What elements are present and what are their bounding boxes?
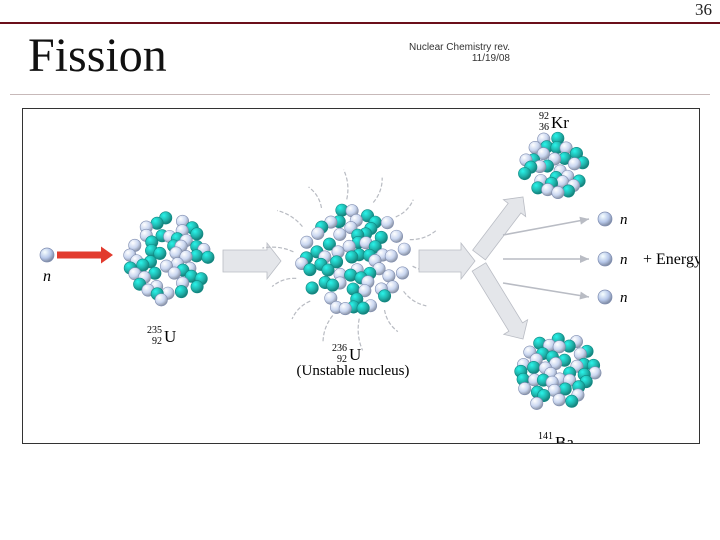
slide-title: Fission bbox=[28, 28, 167, 83]
svg-text:141: 141 bbox=[538, 431, 553, 442]
svg-text:236: 236 bbox=[332, 343, 347, 354]
fission-diagram: n23592U23692U(Unstable nucleus)9236Kr141… bbox=[22, 108, 700, 444]
svg-text:56: 56 bbox=[543, 442, 553, 443]
svg-text:36: 36 bbox=[539, 122, 549, 133]
slide-subtitle: Nuclear Chemistry rev. 11/19/08 bbox=[390, 42, 510, 64]
top-rule bbox=[0, 0, 720, 24]
svg-text:U: U bbox=[349, 345, 361, 364]
subtitle-line2: 11/19/08 bbox=[472, 53, 510, 64]
svg-text:(Unstable nucleus): (Unstable nucleus) bbox=[297, 363, 410, 379]
title-divider bbox=[10, 94, 710, 95]
slide: 36 Fission Nuclear Chemistry rev. 11/19/… bbox=[0, 0, 720, 540]
svg-text:+ Energy: + Energy bbox=[643, 251, 699, 268]
svg-text:235: 235 bbox=[147, 325, 162, 336]
svg-text:92: 92 bbox=[539, 111, 549, 122]
svg-text:Kr: Kr bbox=[551, 113, 569, 132]
svg-text:U: U bbox=[164, 327, 176, 346]
svg-text:92: 92 bbox=[152, 336, 162, 347]
svg-text:n: n bbox=[620, 290, 628, 306]
svg-text:n: n bbox=[620, 252, 628, 268]
svg-text:n: n bbox=[43, 268, 51, 285]
svg-text:n: n bbox=[620, 212, 628, 228]
page-number: 36 bbox=[695, 0, 712, 20]
svg-text:Ba: Ba bbox=[555, 433, 574, 443]
subtitle-line1: Nuclear Chemistry rev. bbox=[409, 42, 510, 53]
